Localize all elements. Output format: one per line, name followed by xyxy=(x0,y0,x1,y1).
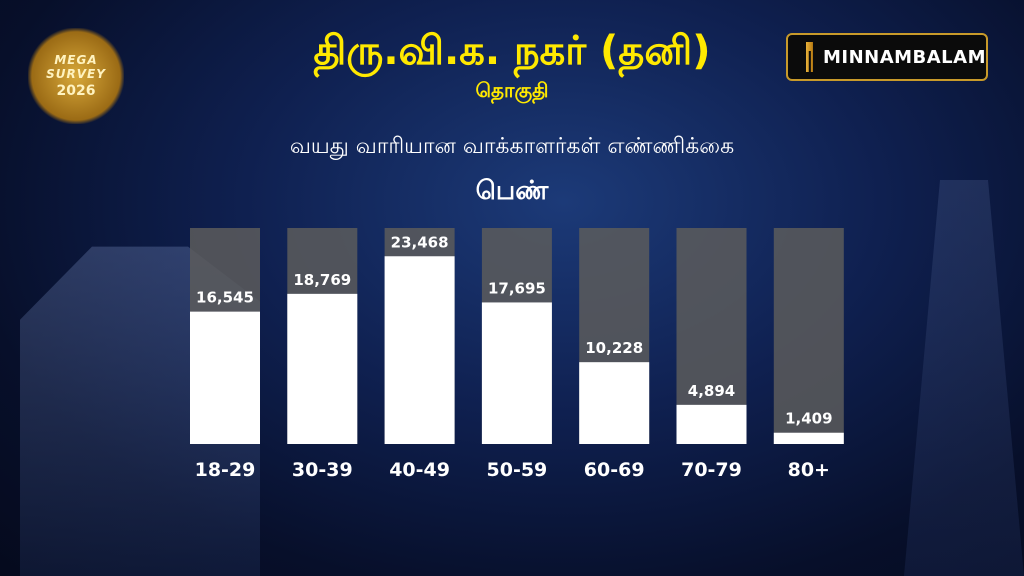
value-label: 1,409 xyxy=(785,410,832,428)
page-subtitle: தொகுதி xyxy=(475,78,549,102)
bar-60-69 xyxy=(579,362,650,444)
value-label: 23,468 xyxy=(391,233,449,251)
chart-title: வயது வாரியான வாக்காளர்கள் எண்ணிக்கை xyxy=(289,134,735,159)
mega-survey-logo: MEGA SURVEY 2026 xyxy=(28,28,124,124)
bar-track xyxy=(773,228,844,444)
category-label: 30-39 xyxy=(292,459,353,481)
value-label: 18,769 xyxy=(293,271,351,289)
category-label: 80+ xyxy=(788,459,830,481)
category-label: 50-59 xyxy=(487,459,548,481)
bar-40-49 xyxy=(384,256,455,444)
logo-line2: 2026 xyxy=(56,83,96,99)
value-label: 10,228 xyxy=(585,339,643,357)
category-label: 60-69 xyxy=(584,459,645,481)
category-label: 40-49 xyxy=(389,459,450,481)
page-title: திரு.வி.க. நகர் (தனி) xyxy=(313,28,711,74)
brand-name: MINNAMBALAM xyxy=(822,46,986,68)
value-label: 4,894 xyxy=(688,382,735,400)
bar-50-59 xyxy=(481,302,552,444)
bar-80+ xyxy=(773,432,844,444)
category-label: 70-79 xyxy=(681,459,742,481)
value-label: 17,695 xyxy=(488,279,546,297)
category-label: 18-29 xyxy=(195,459,256,481)
bar-70-79 xyxy=(676,404,747,444)
brand-badge: MINNAMBALAM xyxy=(786,33,988,81)
chart-gender-label: பெண் xyxy=(475,176,549,206)
bar-30-39 xyxy=(287,293,358,444)
value-label: 16,545 xyxy=(196,289,254,307)
bar-18-29 xyxy=(190,311,260,444)
logo-line1: MEGA SURVEY xyxy=(46,53,106,81)
